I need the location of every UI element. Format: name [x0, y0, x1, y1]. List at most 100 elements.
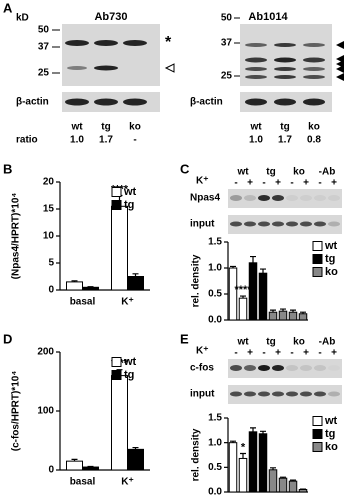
mw-marker: 50	[221, 13, 233, 24]
lane-label: wt	[249, 122, 262, 133]
condition-label: +	[331, 178, 337, 189]
x-tick-label: basal	[70, 477, 96, 488]
bar	[66, 460, 83, 471]
band	[94, 40, 118, 46]
band	[258, 365, 270, 371]
legend-label: wt	[123, 186, 137, 198]
bar	[258, 272, 268, 321]
band	[328, 391, 340, 397]
error-bar	[280, 308, 286, 312]
legend-label: tg	[124, 369, 134, 381]
band	[286, 365, 298, 371]
bar	[248, 431, 258, 493]
band	[286, 391, 298, 397]
band	[274, 75, 296, 79]
band	[314, 221, 326, 227]
y-tick-label: 0	[48, 465, 54, 476]
ratio: 1.7	[99, 135, 113, 146]
condition-label: +	[247, 348, 253, 359]
significance: *	[241, 441, 246, 453]
group-label: -Ab	[319, 337, 336, 348]
band	[286, 195, 298, 201]
condition-label: -	[318, 348, 321, 359]
y-tick-label: 0.0	[208, 315, 222, 326]
bar	[268, 311, 278, 321]
bar	[278, 477, 288, 493]
bar	[111, 375, 128, 471]
band	[244, 195, 256, 201]
y-tick-label: 1.0	[208, 437, 222, 448]
lane-label: tg	[280, 122, 289, 133]
bar	[298, 489, 308, 493]
legend-label: tg	[325, 428, 335, 440]
band	[303, 57, 325, 63]
significance: ****	[234, 284, 252, 296]
bar	[258, 433, 268, 493]
band	[303, 67, 325, 71]
band	[272, 391, 284, 397]
band	[272, 365, 284, 371]
error-bar	[290, 309, 296, 313]
unit-label: kD	[16, 13, 29, 24]
legend-label: wt	[324, 415, 338, 427]
band	[94, 65, 118, 71]
condition-label: +	[303, 178, 309, 189]
legend-label: tg	[124, 199, 134, 211]
bar	[127, 276, 144, 291]
x-tick-label: basal	[70, 297, 96, 308]
band	[123, 98, 147, 106]
y-tick-label: 0.5	[208, 289, 222, 300]
group-label: -Ab	[319, 167, 336, 178]
band	[65, 40, 89, 46]
ratio: 1.0	[70, 135, 84, 146]
panel-label: E	[180, 331, 189, 346]
antibody-title: Ab1014	[248, 11, 288, 23]
band	[230, 221, 242, 227]
bar	[288, 311, 298, 321]
legend-swatch	[312, 241, 323, 251]
band	[328, 195, 340, 201]
error-bar	[290, 479, 296, 482]
mw-marker: 37	[38, 42, 50, 53]
band	[314, 195, 326, 201]
condition-label: -	[318, 178, 321, 189]
band	[245, 43, 267, 47]
bar	[238, 297, 248, 321]
y-tick-label: 1.5	[208, 413, 222, 424]
legend-swatch	[312, 267, 323, 277]
legend-swatch	[111, 200, 122, 210]
band	[274, 98, 296, 106]
y-tick-label: 200	[37, 347, 54, 358]
band-symbol: *	[165, 34, 172, 51]
mw-marker: 25	[221, 71, 233, 82]
band	[245, 67, 267, 71]
loading-label: β-actin	[190, 97, 223, 108]
error-bar	[71, 458, 78, 462]
ratio: 0.8	[307, 135, 321, 146]
band	[303, 75, 325, 79]
blot	[62, 24, 160, 86]
error-bar	[270, 309, 276, 313]
condition-label: -	[262, 348, 265, 359]
band	[244, 221, 256, 227]
error-bar	[260, 268, 266, 274]
band	[258, 221, 270, 227]
y-tick-label: 5	[48, 258, 54, 269]
condition-label: -	[234, 348, 237, 359]
blot	[228, 359, 342, 378]
bar	[268, 469, 278, 493]
condition-label: -	[290, 178, 293, 189]
band	[244, 365, 256, 371]
band	[230, 365, 242, 371]
group-label: wt	[236, 167, 249, 178]
band	[300, 391, 312, 397]
group-label: tg	[266, 337, 275, 348]
bar	[238, 457, 248, 493]
legend-label: wt	[324, 240, 338, 252]
band	[245, 98, 267, 106]
lane-label: ko	[308, 122, 320, 133]
band	[123, 40, 147, 46]
condition-label: -	[290, 348, 293, 359]
band	[274, 67, 296, 71]
